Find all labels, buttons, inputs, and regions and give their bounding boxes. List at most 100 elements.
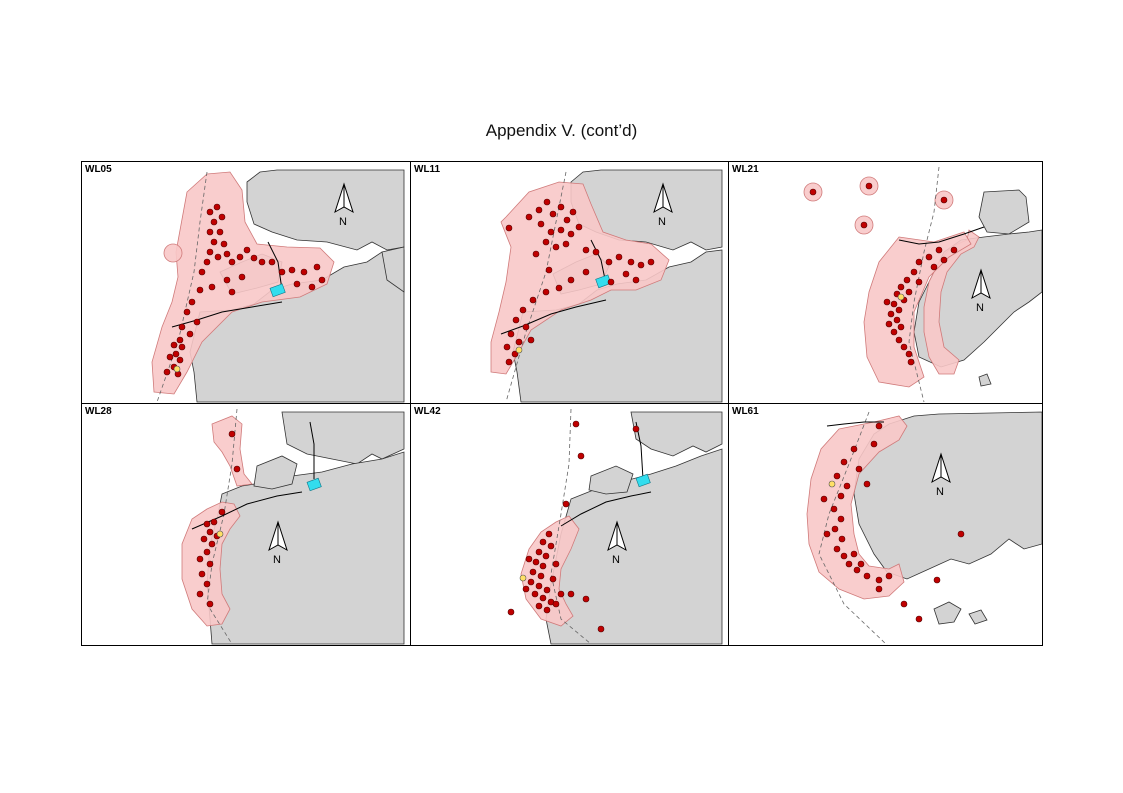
- sighting-point: [950, 246, 958, 254]
- sighting-point: [607, 278, 615, 286]
- sighting-point: [885, 572, 893, 580]
- sighting-point: [903, 276, 911, 284]
- sighting-point: [515, 338, 523, 346]
- sighting-point: [915, 258, 923, 266]
- highlight-point: [519, 574, 527, 582]
- bridge-line: [267, 241, 283, 291]
- bridge-line: [309, 421, 315, 479]
- sighting-point: [522, 585, 530, 593]
- sighting-point: [860, 221, 868, 229]
- range-polygon: [806, 415, 908, 600]
- sighting-point: [875, 585, 883, 593]
- map-panel-wl42: N WL42: [411, 404, 728, 645]
- sighting-point: [890, 300, 898, 308]
- sighting-points: [196, 430, 241, 608]
- sighting-point: [213, 203, 221, 211]
- sighting-point: [555, 284, 563, 292]
- panel-label: WL05: [85, 164, 112, 175]
- sighting-points: [503, 198, 655, 366]
- road-line: [898, 226, 985, 245]
- sighting-point: [278, 268, 286, 276]
- sighting-point: [176, 336, 184, 344]
- highlight-point: [897, 293, 905, 301]
- map-panel-grid: N WL05: [81, 161, 1043, 646]
- sighting-point: [552, 243, 560, 251]
- sighting-point: [210, 238, 218, 246]
- boundary-line: [505, 171, 567, 403]
- sighting-point: [542, 238, 550, 246]
- sighting-point: [605, 258, 613, 266]
- sighting-point: [857, 560, 865, 568]
- sighting-point: [905, 288, 913, 296]
- sighting-point: [163, 368, 171, 376]
- sighting-point: [582, 246, 590, 254]
- sighting-point: [567, 230, 575, 238]
- sighting-point: [893, 316, 901, 324]
- sighting-point: [208, 283, 216, 291]
- sighting-point: [542, 552, 550, 560]
- sighting-point: [206, 248, 214, 256]
- sighting-point: [313, 263, 321, 271]
- north-arrow: N: [653, 182, 673, 228]
- range-polygon: [490, 181, 670, 375]
- sighting-point: [223, 276, 231, 284]
- sighting-point: [853, 566, 861, 574]
- sighting-point: [503, 343, 511, 351]
- map-panel-wl21: N WL21: [729, 162, 1042, 403]
- reclaimed-area: [269, 283, 286, 298]
- sighting-point: [166, 353, 174, 361]
- map-panel-wl05: N WL05: [82, 162, 410, 403]
- range-polygon: [803, 176, 980, 388]
- sighting-point: [582, 268, 590, 276]
- sighting-point: [883, 298, 891, 306]
- sighting-point: [539, 562, 547, 570]
- sighting-point: [890, 328, 898, 336]
- panel-label: WL21: [732, 164, 759, 175]
- sighting-point: [216, 228, 224, 236]
- sighting-point: [512, 316, 520, 324]
- sighting-point: [887, 310, 895, 318]
- sighting-point: [218, 508, 226, 516]
- range-polygon: [151, 171, 335, 395]
- sighting-point: [567, 590, 575, 598]
- sighting-point: [915, 278, 923, 286]
- sighting-point: [206, 208, 214, 216]
- sighting-point: [552, 600, 560, 608]
- sighting-point: [537, 220, 545, 228]
- sighting-point: [206, 528, 214, 536]
- sighting-point: [203, 548, 211, 556]
- sighting-point: [940, 196, 948, 204]
- north-label: N: [612, 554, 620, 566]
- sighting-point: [300, 268, 308, 276]
- map-panel-wl61: N WL61: [729, 404, 1042, 645]
- sighting-point: [637, 261, 645, 269]
- sighting-point: [552, 560, 560, 568]
- sighting-point: [511, 350, 519, 358]
- sighting-point: [632, 276, 640, 284]
- sighting-point: [549, 210, 557, 218]
- sighting-point: [933, 576, 941, 584]
- boundary-line: [908, 166, 940, 403]
- sighting-point: [214, 253, 222, 261]
- sighting-point: [557, 590, 565, 598]
- north-arrow: N: [334, 182, 354, 228]
- sighting-point: [210, 518, 218, 526]
- sighting-point: [505, 224, 513, 232]
- sighting-point: [837, 492, 845, 500]
- sighting-point: [577, 452, 585, 460]
- land-mass: [545, 411, 723, 645]
- sighting-point: [885, 320, 893, 328]
- sighting-point: [545, 266, 553, 274]
- sighting-point: [535, 602, 543, 610]
- sighting-point: [208, 540, 216, 548]
- sighting-point: [186, 330, 194, 338]
- road-line: [171, 301, 283, 328]
- sighting-point: [925, 253, 933, 261]
- road-line: [560, 491, 652, 527]
- sighting-point: [196, 555, 204, 563]
- sighting-point: [507, 608, 515, 616]
- north-label: N: [339, 216, 347, 228]
- sighting-point: [840, 458, 848, 466]
- sighting-point: [897, 323, 905, 331]
- sighting-point: [569, 208, 577, 216]
